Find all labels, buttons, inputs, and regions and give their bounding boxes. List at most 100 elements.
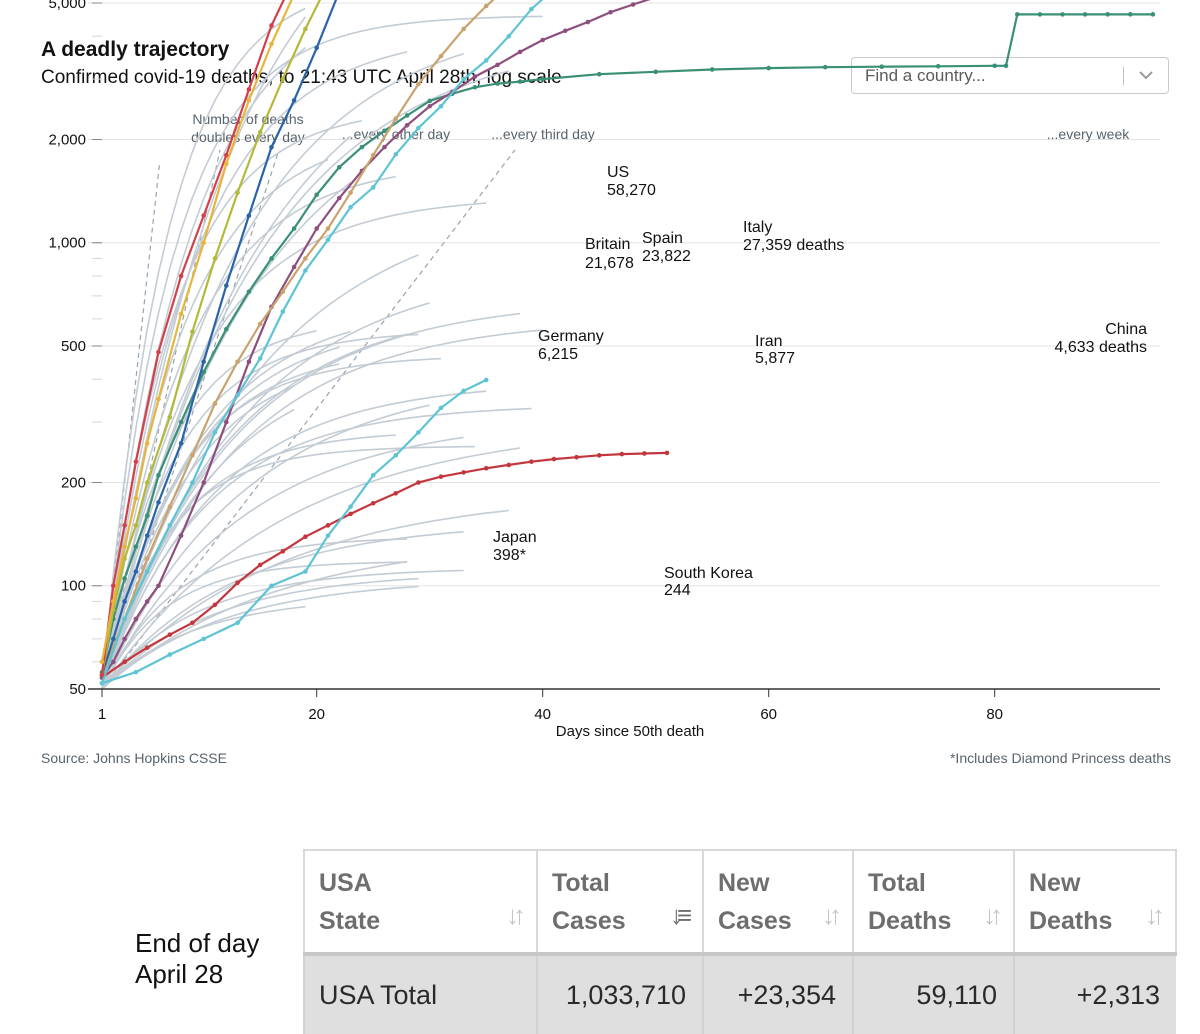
header-label-line2: Deaths [868,906,952,935]
data-point [574,454,579,460]
data-point [483,3,489,9]
data-point [483,58,489,63]
series-label-name: Italy [743,219,772,236]
header-label-line1: New [718,868,770,897]
header-label-line2: State [319,906,381,935]
sort-icon[interactable]: ↓↑ [822,900,842,930]
data-point [291,226,297,231]
sort-icon[interactable]: ↓↑ [983,900,1003,930]
reference-label: ...every other day [342,126,450,142]
data-point [314,192,320,198]
header-total-deaths[interactable]: Total Deaths ↓↑ [852,849,1015,956]
data-point [178,441,184,446]
sort-icon[interactable]: ↓↑ [506,900,526,930]
data-point [653,69,658,75]
data-point [303,268,308,273]
data-point [325,226,331,231]
data-point [935,63,941,69]
data-point [517,79,523,84]
series-line-south-korea [101,451,668,679]
data-point [280,309,286,314]
y-tick-label: 1,000 [48,235,86,252]
data-point [506,33,512,39]
series-line-italy [100,0,544,684]
data-point [178,273,184,279]
data-point [235,392,240,398]
other-country-line [101,538,408,690]
data-point [122,616,127,622]
data-point [212,430,218,435]
series-label-value: 23,822 [642,248,691,265]
source-note: Source: Johns Hopkins CSSE [41,750,227,766]
data-point [540,76,545,82]
sort-icon[interactable]: ↓↑ [1145,900,1165,930]
search-separator [1123,67,1124,85]
data-point [167,414,173,420]
data-point [393,116,399,121]
sort-descending-icon[interactable]: ↓≡ [669,900,692,930]
data-point [201,359,206,364]
series-label-value: 6,215 [538,346,578,363]
y-tick-label: 200 [61,474,86,491]
other-country-line [101,390,487,690]
series-line-iran [101,0,651,679]
data-point [235,359,240,364]
other-country-line [101,346,340,690]
data-point [879,64,884,70]
series-label-name: China [1105,321,1147,338]
data-point [438,405,444,411]
y-tick-label: 500 [61,338,86,355]
x-tick-label: 20 [308,706,325,723]
data-point [359,144,365,150]
other-country-line [101,531,464,690]
header-label-line1: New [1029,868,1081,897]
header-label-line1: Total [552,868,610,897]
data-point [224,326,229,332]
country-search-select[interactable]: Find a country... [851,57,1169,94]
data-point [269,23,274,28]
other-country-line [101,70,510,690]
data-point [495,62,500,68]
other-country-line [101,605,306,690]
data-point [348,504,353,510]
data-point [156,396,161,402]
other-countries-layer [101,7,543,690]
data-point [416,125,421,131]
data-point [224,419,229,425]
series-layer [99,0,1156,686]
data-point [393,152,399,157]
data-point [280,549,286,554]
reference-lines-layer: Number of deaths doubles every day ...ever… [101,111,1130,690]
data-point [1150,12,1156,17]
data-point [608,9,613,15]
header-total-cases[interactable]: Total Cases ↓≡ [536,849,704,956]
data-point [269,41,274,47]
header-new-deaths[interactable]: New Deaths ↓↑ [1013,849,1177,956]
chevron-down-icon[interactable] [1136,65,1156,85]
data-point [269,144,274,150]
data-point [122,523,127,528]
header-usa-state[interactable]: USA State ↓↑ [303,849,538,956]
data-point [370,152,376,158]
end-of-day-line1: End of day [135,928,260,958]
header-new-cases[interactable]: New Cases ↓↑ [702,849,854,956]
y-tick-label: 2,000 [48,131,86,148]
data-point [325,533,331,538]
data-point [404,113,410,118]
data-point [133,544,139,549]
data-point [370,185,376,190]
data-point [167,523,173,528]
data-point [257,321,263,327]
data-point [314,226,320,231]
reference-line [101,149,516,690]
x-axis-title: Days since 50th death [556,723,704,740]
data-point [122,636,127,642]
y-tick-label: 50 [69,681,86,698]
other-country-line [101,407,532,690]
series-label-value: 58,270 [607,182,656,199]
data-point [190,480,195,485]
data-point [122,599,127,604]
data-point [190,329,195,335]
data-point [585,19,591,25]
